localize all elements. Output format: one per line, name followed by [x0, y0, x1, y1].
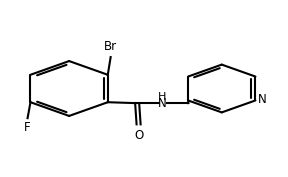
Text: N: N: [158, 97, 167, 110]
Text: H: H: [158, 92, 167, 102]
Text: F: F: [24, 121, 31, 134]
Text: O: O: [134, 129, 143, 142]
Text: Br: Br: [104, 40, 117, 53]
Text: N: N: [257, 93, 266, 106]
